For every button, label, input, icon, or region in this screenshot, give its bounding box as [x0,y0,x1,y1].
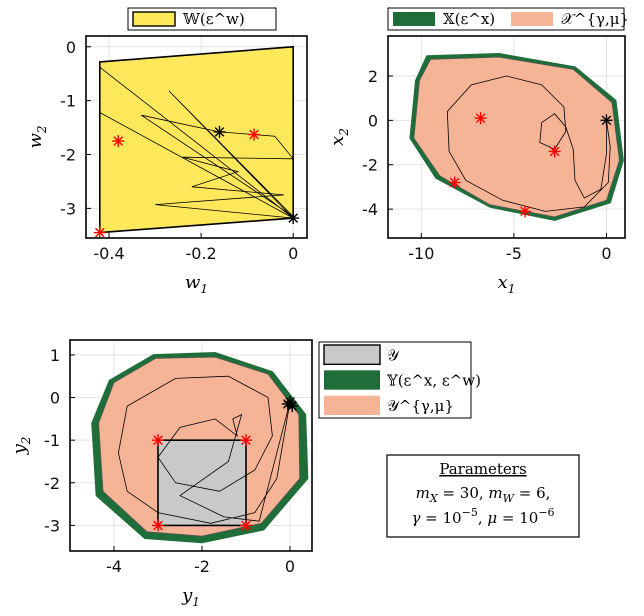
trajectory-line [446,75,611,212]
y-plane-panel: -4 -2 0 1 0 -1 -2 -3 y1 y2 𝒴 𝕐(ε^x, ε^w) 𝒴^{γ,μ} [9,339,481,609]
black-marker [213,125,226,138]
w-plane-plot-area [99,45,295,234]
y-tick-label: 2 [368,67,378,86]
x-plane-legend: 𝕏(ε^x) 𝒳^{γ,μ} [387,7,629,31]
trajectory-line [99,66,295,219]
legend-label: 𝒳^{γ,μ} [561,10,629,28]
w-plane-legend: 𝕎(ε^w) [127,7,277,31]
red-marker [448,176,461,189]
trajectory-line [117,375,291,524]
legend-label: 𝕎(ε^w) [182,10,245,28]
y-tick-label: -3 [44,516,60,535]
red-marker [240,519,252,532]
region-w [99,45,295,234]
legend-swatch [393,12,435,26]
black-marker [287,212,300,225]
legend-label: 𝕐(ε^x, ε^w) [386,372,481,390]
y-tick-label: -1 [60,92,76,111]
y-tick-label: -1 [44,431,60,450]
parameters-title: Parameters [439,460,526,478]
legend-swatch [132,11,176,27]
y-tick-label: -2 [44,474,60,493]
parameters-line1: mX = 30, mW = 6, [416,484,551,505]
red-marker [248,128,261,141]
y-tick-label: 0 [368,111,378,130]
y-plane-ylabel: y2 [9,437,33,456]
red-marker [112,135,125,148]
y-plane-frame [69,339,313,552]
x-tick-label: -2 [194,557,210,576]
region-y-box [157,439,247,527]
x-tick-label: 0 [285,557,295,576]
red-marker [152,519,164,532]
x-plane-panel: -10 -5 0 2 0 -2 -4 x1 x2 𝕏(ε^x) 𝒳^{γ,μ} [327,7,629,296]
red-marker [152,434,164,447]
legend-swatch [323,344,381,366]
parameters-box: Parameters mX = 30, mW = 6, γ = 10−5, μ … [386,454,580,538]
legend-label: 𝒴^{γ,μ} [387,397,454,415]
y-tick-label: 0 [50,389,60,408]
x-tick-label: 0 [288,244,298,263]
legend-box [387,7,625,31]
red-marker [474,112,487,125]
legend-swatch [511,12,553,26]
x-plane-xlabel: x1 [498,272,516,296]
x-tick-label: -4 [106,557,122,576]
y-plane-xlabel: y1 [181,585,200,609]
w-plane-ylabel: w2 [25,125,49,148]
legend-swatch [324,370,380,390]
x-tick-label: -5 [506,244,522,263]
x-tick-label: 0 [601,244,611,263]
y-tick-label: 1 [50,346,60,365]
legend-swatch [324,395,380,415]
y-tick-label: -4 [362,200,378,219]
x-plane-plot-area [409,53,624,221]
x-plane-frame [387,35,626,239]
y-plane-legend: 𝒴 𝕐(ε^x, ε^w) 𝒴^{γ,μ} [318,341,481,419]
x-tick-label: -0.4 [93,244,124,263]
red-marker [93,226,106,239]
legend-label: 𝒴 [387,346,400,364]
w-plane-frame [85,35,308,239]
black-marker [600,114,613,127]
y-tick-label: -2 [362,156,378,175]
red-marker [240,434,252,447]
y-tick-label: 0 [66,38,76,57]
y-tick-label: -2 [60,146,76,165]
y-tick-label: -3 [60,199,76,218]
black-marker [281,397,294,410]
w-plane-panel: -0.4 -0.2 0 0 -1 -2 -3 w1 w2 𝕎(ε^w) [25,7,308,296]
region-x-salmon [413,56,620,218]
parameters-line2: γ = 10−5, μ = 10−6 [411,506,554,527]
x-tick-label: -0.2 [185,244,216,263]
red-marker [548,145,561,158]
w-plane-xlabel: w1 [185,272,208,296]
x-plane-ylabel: x2 [327,128,351,146]
legend-label: 𝕏(ε^x) [443,10,495,28]
y-plane-plot-area [91,352,309,544]
red-marker [519,205,532,218]
x-tick-label: -10 [408,244,434,263]
